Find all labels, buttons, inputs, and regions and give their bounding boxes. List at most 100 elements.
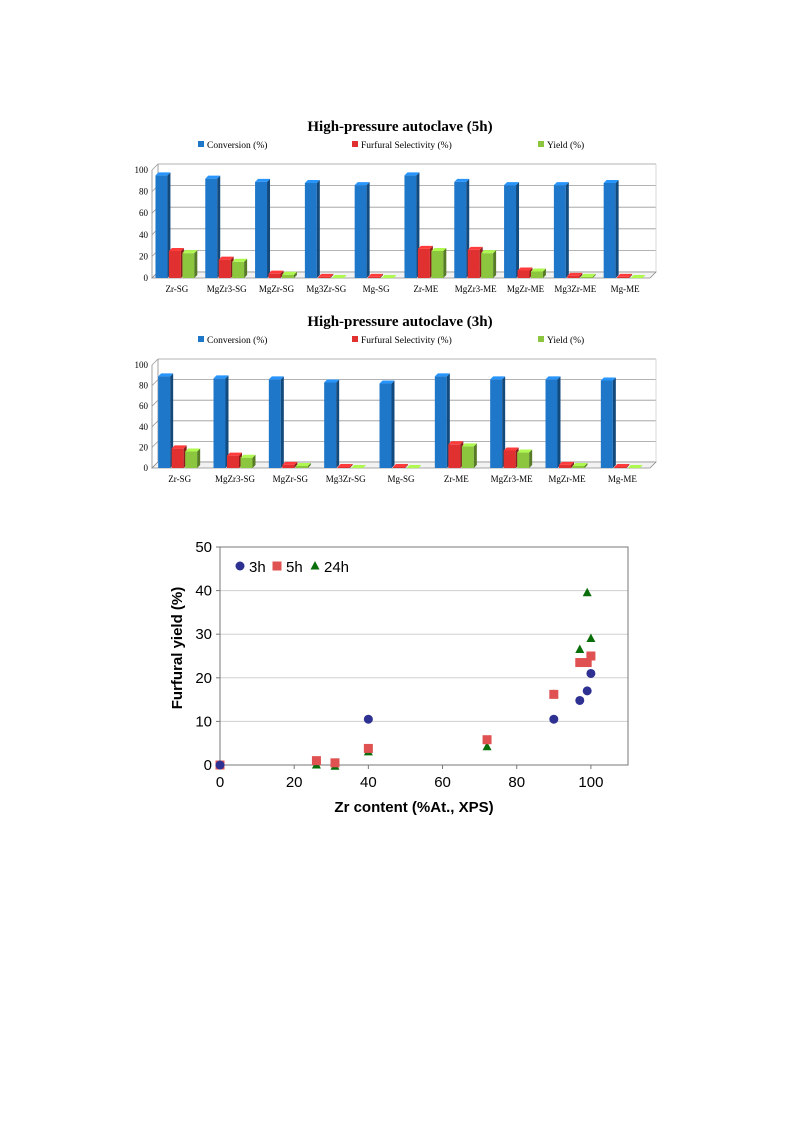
bar-side (280, 270, 284, 278)
x-tick-label: Zr-ME (444, 474, 469, 484)
bar-front (467, 249, 480, 278)
bar-front (503, 450, 516, 468)
bar-MgZr-ME-Furfural Selectivity (%) (517, 267, 533, 278)
bar-front (434, 376, 447, 468)
bar-front (393, 466, 405, 468)
bar-top (503, 447, 519, 451)
bar-MgZr3-ME-Yield (%) (481, 250, 497, 278)
bar-Mg3Zr-ME-Yield (%) (580, 273, 596, 278)
bar-MgZr3-ME-Conversion (%) (454, 178, 470, 278)
bar-Mg-ME-Conversion (%) (603, 179, 619, 278)
bar-top (481, 250, 497, 254)
y-tick-label: 40 (139, 230, 149, 240)
x-tick-label: Mg3Zr-SG (326, 474, 366, 484)
bar-top (268, 376, 284, 380)
y-tick-label: 0 (144, 463, 149, 473)
y-tick-label: 80 (139, 187, 149, 197)
bar-top (461, 443, 477, 447)
bar-Zr-ME-Yield (%) (431, 248, 447, 278)
bar-front (304, 182, 317, 278)
legend-label: 3h (249, 559, 266, 576)
x-tick-label: Mg-SG (387, 474, 415, 484)
chart-title: High-pressure autoclave (3h) (307, 314, 492, 330)
point-24h (482, 741, 492, 751)
bar-front (171, 448, 184, 468)
bar-side (252, 454, 256, 468)
point-24h (582, 587, 592, 597)
bar-front (268, 273, 281, 278)
bar-front (158, 376, 171, 468)
y-tick-label: 60 (139, 208, 149, 218)
bar-side (612, 377, 616, 468)
bar-Mg-SG-Furfural Selectivity (%) (368, 273, 384, 278)
bar-front (368, 276, 381, 278)
bar-front (448, 444, 461, 468)
legend-swatch (198, 141, 204, 147)
bar-MgZr3-SG-Conversion (%) (213, 375, 229, 468)
legend-swatch (538, 336, 544, 342)
x-tick-label: 20 (286, 774, 303, 791)
bar-side (197, 448, 201, 468)
bar-top (240, 454, 256, 458)
point-3h (549, 714, 559, 724)
bar-Mg-ME-Conversion (%) (600, 377, 616, 468)
y-tick-label: 20 (139, 442, 149, 452)
gridline-side (151, 441, 159, 448)
bar-front (318, 276, 331, 278)
x-tick-label: MgZr3-ME (455, 284, 497, 294)
bar-front (255, 181, 268, 278)
bar-front (431, 251, 444, 278)
x-tick-label: Mg3Zr-SG (306, 284, 346, 294)
x-tick-label: Mg-SG (363, 284, 391, 294)
bar-front (218, 259, 231, 278)
bar-top (454, 178, 470, 182)
bar-Zr-SG-Yield (%) (182, 250, 198, 278)
bar-top (417, 245, 433, 249)
legend-label: Furfural Selectivity (%) (361, 335, 452, 346)
legend-label: Yield (%) (547, 140, 584, 151)
bar-top (218, 256, 234, 260)
point-5h (363, 743, 373, 753)
bar-side (557, 376, 561, 468)
bar-top (324, 379, 340, 383)
legend-label: Conversion (%) (207, 140, 267, 151)
legend-marker (272, 561, 282, 571)
x-axis-label: Zr content (%At., XPS) (334, 799, 493, 816)
bar-front (281, 274, 294, 278)
bar-side (542, 268, 546, 278)
bar-side (307, 462, 311, 468)
bar-top (155, 172, 171, 176)
gridline-side (151, 358, 159, 366)
x-tick-label: Mg3Zr-ME (554, 284, 596, 294)
x-tick-label: 100 (578, 774, 603, 791)
bar-front (517, 452, 530, 468)
bar-front (517, 270, 530, 278)
bar-Mg-ME-Yield (%) (627, 465, 643, 469)
bar-front (603, 182, 616, 278)
bar-front (205, 178, 218, 278)
bar-chart-3h: High-pressure autoclave (3h) Conversion (… (130, 305, 670, 490)
bar-top (354, 182, 370, 186)
bar-top (227, 452, 242, 456)
bar-top (406, 465, 422, 468)
bar-top (545, 376, 561, 380)
gridline-side (151, 163, 159, 171)
point-3h (582, 686, 592, 696)
point-5h (330, 758, 340, 768)
bar-MgZr-SG-Furfural Selectivity (%) (268, 270, 284, 278)
bar-side (592, 273, 596, 278)
bar-front (240, 457, 253, 468)
legend-swatch (198, 336, 204, 342)
bar-side (267, 178, 271, 278)
bar-Zr-SG-Yield (%) (185, 448, 201, 468)
bar-top (393, 463, 408, 467)
x-tick-label: MgZr-ME (548, 474, 586, 484)
bar-side (443, 248, 447, 278)
bar-Mg3Zr-SG-Furfural Selectivity (%) (318, 273, 334, 278)
bar-front (232, 261, 245, 278)
bar-Mg-ME-Yield (%) (630, 275, 646, 279)
bar-front (168, 251, 181, 278)
bar-front (227, 455, 239, 468)
bar-Zr-ME-Conversion (%) (404, 172, 420, 278)
x-tick-label: 80 (508, 774, 525, 791)
